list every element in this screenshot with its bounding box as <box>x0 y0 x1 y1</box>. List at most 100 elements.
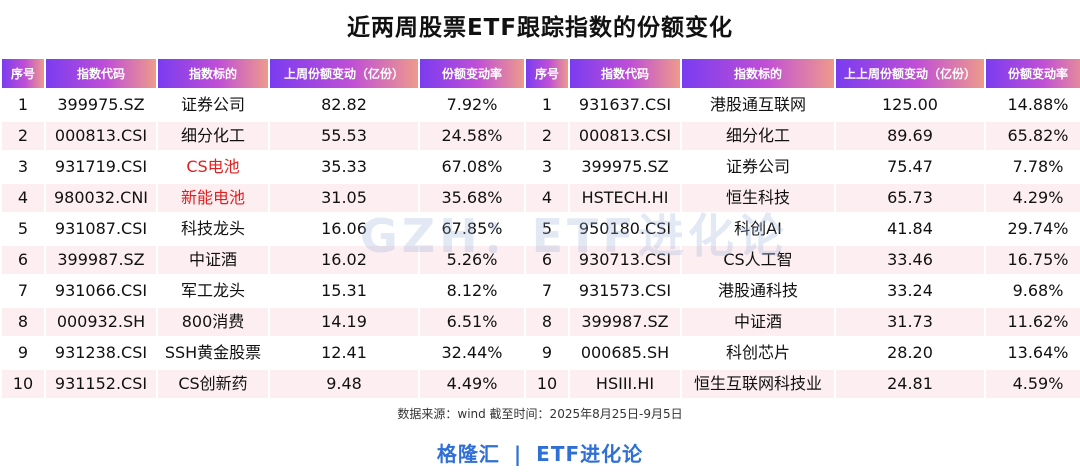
table-cell: 930713.CSI <box>570 246 680 274</box>
table-cell: 000813.CSI <box>570 122 680 150</box>
table-cell: 2 <box>526 122 568 150</box>
table-cell: 细分化工 <box>682 122 834 150</box>
table-cell: 4 <box>526 184 568 212</box>
brand-right: ETF进化论 <box>536 442 644 466</box>
table-cell: 931719.CSI <box>46 153 156 181</box>
table-cell: 10 <box>526 370 568 398</box>
table-cell: 9 <box>2 339 44 367</box>
table-row: 8 000932.SH 800消费 14.19 6.51% 8 399987.SZ 中证酒 31… <box>2 308 1080 336</box>
table-cell: 125.00 <box>836 91 984 119</box>
table-cell: 31.05 <box>270 184 418 212</box>
table-cell: 4 <box>2 184 44 212</box>
column-header: 序号 <box>2 59 44 88</box>
column-header: 上上周份额变动（亿份） <box>836 59 984 88</box>
table-cell: 7.92% <box>420 91 524 119</box>
table-cell: CS电池 <box>158 153 268 181</box>
table-cell: 931152.CSI <box>46 370 156 398</box>
table-cell: 31.73 <box>836 308 984 336</box>
table-cell: 11.62% <box>986 308 1080 336</box>
table-header-row: 序号 指数代码 指数标的 上周份额变动（亿份） 份额变动率 序号 指数代码 指数标的 上上周份额… <box>2 59 1080 88</box>
table-cell: 55.53 <box>270 122 418 150</box>
table-cell: 000685.SH <box>570 339 680 367</box>
table-cell: 33.46 <box>836 246 984 274</box>
table-row: 10 931152.CSI CS创新药 9.48 4.49% 10 HSIII.HI 恒生互联… <box>2 370 1080 398</box>
table-cell: 10 <box>2 370 44 398</box>
column-header: 指数代码 <box>46 59 156 88</box>
table-cell: 950180.CSI <box>570 215 680 243</box>
table-cell: 65.82% <box>986 122 1080 150</box>
table-cell: 32.44% <box>420 339 524 367</box>
table-cell: 3 <box>526 153 568 181</box>
table-cell: 16.75% <box>986 246 1080 274</box>
column-header: 份额变动率 <box>420 59 524 88</box>
table-cell: 399975.SZ <box>570 153 680 181</box>
table-cell: 恒生互联网科技业 <box>682 370 834 398</box>
table-cell: 中证酒 <box>682 308 834 336</box>
table-row: 2 000813.CSI 细分化工 55.53 24.58% 2 000813.CSI 细分化… <box>2 122 1080 150</box>
table-cell: 35.33 <box>270 153 418 181</box>
table-cell: 7.78% <box>986 153 1080 181</box>
table-cell: 29.74% <box>986 215 1080 243</box>
table-cell: 9 <box>526 339 568 367</box>
table-cell: 4.49% <box>420 370 524 398</box>
table-cell: SSH黄金股票 <box>158 339 268 367</box>
table-cell: 中证酒 <box>158 246 268 274</box>
table-cell: 35.68% <box>420 184 524 212</box>
column-header: 指数标的 <box>682 59 834 88</box>
table-cell: 67.08% <box>420 153 524 181</box>
table-cell: 28.20 <box>836 339 984 367</box>
table-cell: 4.29% <box>986 184 1080 212</box>
etf-share-change-table: 序号 指数代码 指数标的 上周份额变动（亿份） 份额变动率 序号 指数代码 指数标的 上上周份额… <box>0 56 1080 401</box>
chart-title: 近两周股票ETF跟踪指数的份额变化 <box>346 15 734 41</box>
table-cell: 8.12% <box>420 277 524 305</box>
table-cell: 6 <box>2 246 44 274</box>
brand-left: 格隆汇 <box>436 442 500 466</box>
table-cell: 399975.SZ <box>46 91 156 119</box>
brand-separator: | <box>513 442 523 466</box>
table-cell: 5 <box>526 215 568 243</box>
table-cell: 证券公司 <box>682 153 834 181</box>
data-source-note: 数据来源：wind 截至时间：2025年8月25日-9月5日 <box>397 407 683 421</box>
table-cell: 33.24 <box>836 277 984 305</box>
table-cell: 000932.SH <box>46 308 156 336</box>
table-cell: 931637.CSI <box>570 91 680 119</box>
table-cell: 7 <box>526 277 568 305</box>
table-cell: 港股通科技 <box>682 277 834 305</box>
table-cell: 399987.SZ <box>46 246 156 274</box>
table-cell: 5.26% <box>420 246 524 274</box>
table-cell: 新能电池 <box>158 184 268 212</box>
column-header: 指数代码 <box>570 59 680 88</box>
table-cell: 科创芯片 <box>682 339 834 367</box>
brand-line: 格隆汇 | ETF进化论 <box>0 438 1080 467</box>
table-cell: 6 <box>526 246 568 274</box>
table-row: 4 980032.CNI 新能电池 31.05 35.68% 4 HSTECH.HI 恒生科技… <box>2 184 1080 212</box>
table-cell: 89.69 <box>836 122 984 150</box>
table-cell: 14.19 <box>270 308 418 336</box>
table-cell: HSIII.HI <box>570 370 680 398</box>
table-cell: 证券公司 <box>158 91 268 119</box>
table-cell: 931066.CSI <box>46 277 156 305</box>
table-cell: 恒生科技 <box>682 184 834 212</box>
table-cell: HSTECH.HI <box>570 184 680 212</box>
table-cell: 931573.CSI <box>570 277 680 305</box>
table-row: 7 931066.CSI 军工龙头 15.31 8.12% 7 931573.CSI 港股通科… <box>2 277 1080 305</box>
table-cell: 港股通互联网 <box>682 91 834 119</box>
table-cell: 24.81 <box>836 370 984 398</box>
column-header: 指数标的 <box>158 59 268 88</box>
table-cell: 16.06 <box>270 215 418 243</box>
table-cell: 931238.CSI <box>46 339 156 367</box>
table-cell: 7 <box>2 277 44 305</box>
table-cell: 1 <box>526 91 568 119</box>
table-cell: 5 <box>2 215 44 243</box>
table-cell: 8 <box>526 308 568 336</box>
table-cell: 800消费 <box>158 308 268 336</box>
table-cell: 9.48 <box>270 370 418 398</box>
column-header: 序号 <box>526 59 568 88</box>
table-body: 1 399975.SZ 证券公司 82.82 7.92% 1 931637.CSI 港股通互联… <box>2 91 1080 398</box>
table-cell: 000813.CSI <box>46 122 156 150</box>
table-cell: 1 <box>2 91 44 119</box>
column-header: 上周份额变动（亿份） <box>270 59 418 88</box>
table-cell: 8 <box>2 308 44 336</box>
table-cell: 细分化工 <box>158 122 268 150</box>
table-cell: 9.68% <box>986 277 1080 305</box>
